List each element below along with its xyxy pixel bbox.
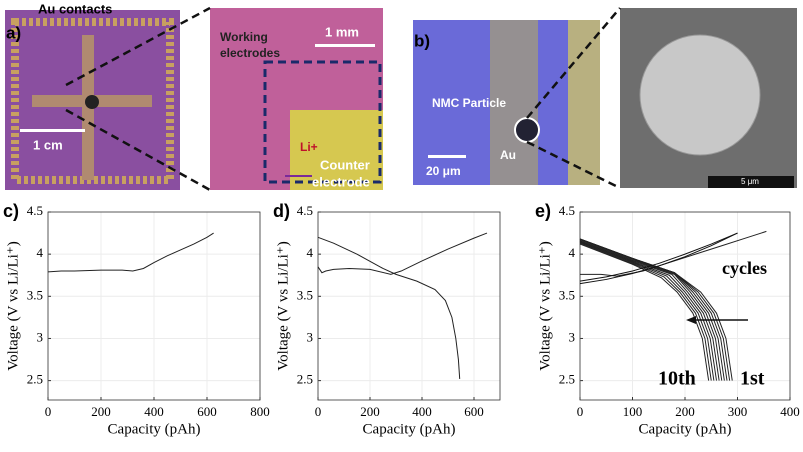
scale-box [708, 176, 794, 188]
x-tick-label: 200 [675, 404, 695, 419]
scale-bar [315, 44, 375, 47]
x-axis-label: Capacity (pAh) [108, 421, 201, 437]
y-tick-label: 3.5 [559, 287, 575, 302]
x-tick-label: 0 [315, 404, 322, 419]
zoom-box [263, 60, 382, 184]
y-tick-label: 3.5 [27, 287, 43, 302]
curve [579, 238, 728, 381]
curve [579, 242, 712, 381]
y-tick-label: 4.5 [559, 203, 575, 218]
x-tick-label: 400 [412, 404, 432, 419]
chip-center [85, 95, 99, 109]
label: Au [500, 148, 516, 162]
plot-frame [47, 211, 261, 401]
zoom-line [526, 7, 621, 119]
annotation: 1st [740, 368, 765, 390]
x-tick-label: 800 [250, 404, 270, 419]
curve [579, 240, 723, 381]
curve [579, 241, 717, 381]
x-axis-label: Capacity (pAh) [639, 421, 732, 437]
plot-frame [579, 211, 791, 401]
panel-label: e) [535, 201, 551, 221]
curve [317, 232, 488, 275]
scale-bar [428, 155, 466, 158]
curve [579, 232, 738, 285]
annotation: cycles [722, 258, 767, 278]
y-axis-label: Voltage (V vs Li/Li⁺) [5, 241, 21, 370]
curve [47, 232, 214, 273]
label: NMC Particle [432, 96, 506, 110]
x-tick-label: 300 [728, 404, 748, 419]
y-tick-label: 3 [307, 329, 314, 344]
panel-label: b) [414, 31, 430, 50]
zoom-line [65, 6, 211, 87]
x-tick-label: 400 [144, 404, 164, 419]
x-tick-label: 400 [780, 404, 800, 419]
label: electrodes [220, 46, 280, 60]
label: 5 μm [741, 177, 759, 186]
y-axis-label: Voltage (V vs Li/Li⁺) [275, 241, 291, 370]
label: 20 μm [426, 164, 461, 178]
y-tick-label: 4.5 [297, 203, 313, 218]
x-tick-label: 0 [45, 404, 52, 419]
y-tick-label: 4 [37, 245, 44, 260]
x-tick-label: 600 [464, 404, 484, 419]
plot-frame [317, 211, 501, 401]
zoom-line [526, 140, 621, 190]
label: 1 cm [33, 137, 63, 152]
curve [317, 236, 461, 379]
curve [579, 241, 715, 381]
curve [579, 232, 738, 282]
x-tick-label: 200 [91, 404, 111, 419]
x-tick-label: 0 [577, 404, 584, 419]
label: 1 mm [325, 24, 359, 39]
panel-label: c) [3, 201, 19, 221]
x-tick-label: 200 [360, 404, 380, 419]
curve [579, 239, 725, 381]
y-tick-label: 3 [569, 329, 576, 344]
scale-bar [20, 129, 85, 132]
y-tick-label: 4.5 [27, 203, 43, 218]
y-tick-label: 3.5 [297, 287, 313, 302]
y-tick-label: 2.5 [297, 372, 313, 387]
x-tick-label: 600 [197, 404, 217, 419]
y-axis-label: Voltage (V vs Li/Li⁺) [537, 241, 553, 370]
x-tick-label: 100 [623, 404, 643, 419]
y-tick-label: 2.5 [559, 372, 575, 387]
curve [579, 238, 731, 381]
label: Au contacts [38, 1, 112, 16]
arrow-head [686, 316, 696, 324]
y-tick-label: 2.5 [27, 372, 43, 387]
label: Working [220, 30, 268, 44]
annotation: 10th [658, 368, 696, 390]
sem-particle [639, 34, 761, 156]
label: electrode [312, 174, 370, 189]
curve [579, 241, 720, 381]
panel-label: a) [6, 23, 21, 42]
au-trace [490, 20, 538, 185]
panel-label: d) [273, 201, 290, 221]
y-tick-label: 4 [307, 245, 314, 260]
label: Counter [320, 157, 370, 172]
label: Li+ [300, 140, 318, 154]
zoom-line [65, 108, 211, 192]
y-tick-label: 4 [569, 245, 576, 260]
contact-pads [11, 18, 174, 184]
au-trace [568, 20, 600, 185]
curve [579, 243, 710, 381]
x-axis-label: Capacity (pAh) [363, 421, 456, 437]
particle-marker [514, 117, 540, 143]
curve [579, 238, 733, 381]
y-tick-label: 3 [37, 329, 44, 344]
